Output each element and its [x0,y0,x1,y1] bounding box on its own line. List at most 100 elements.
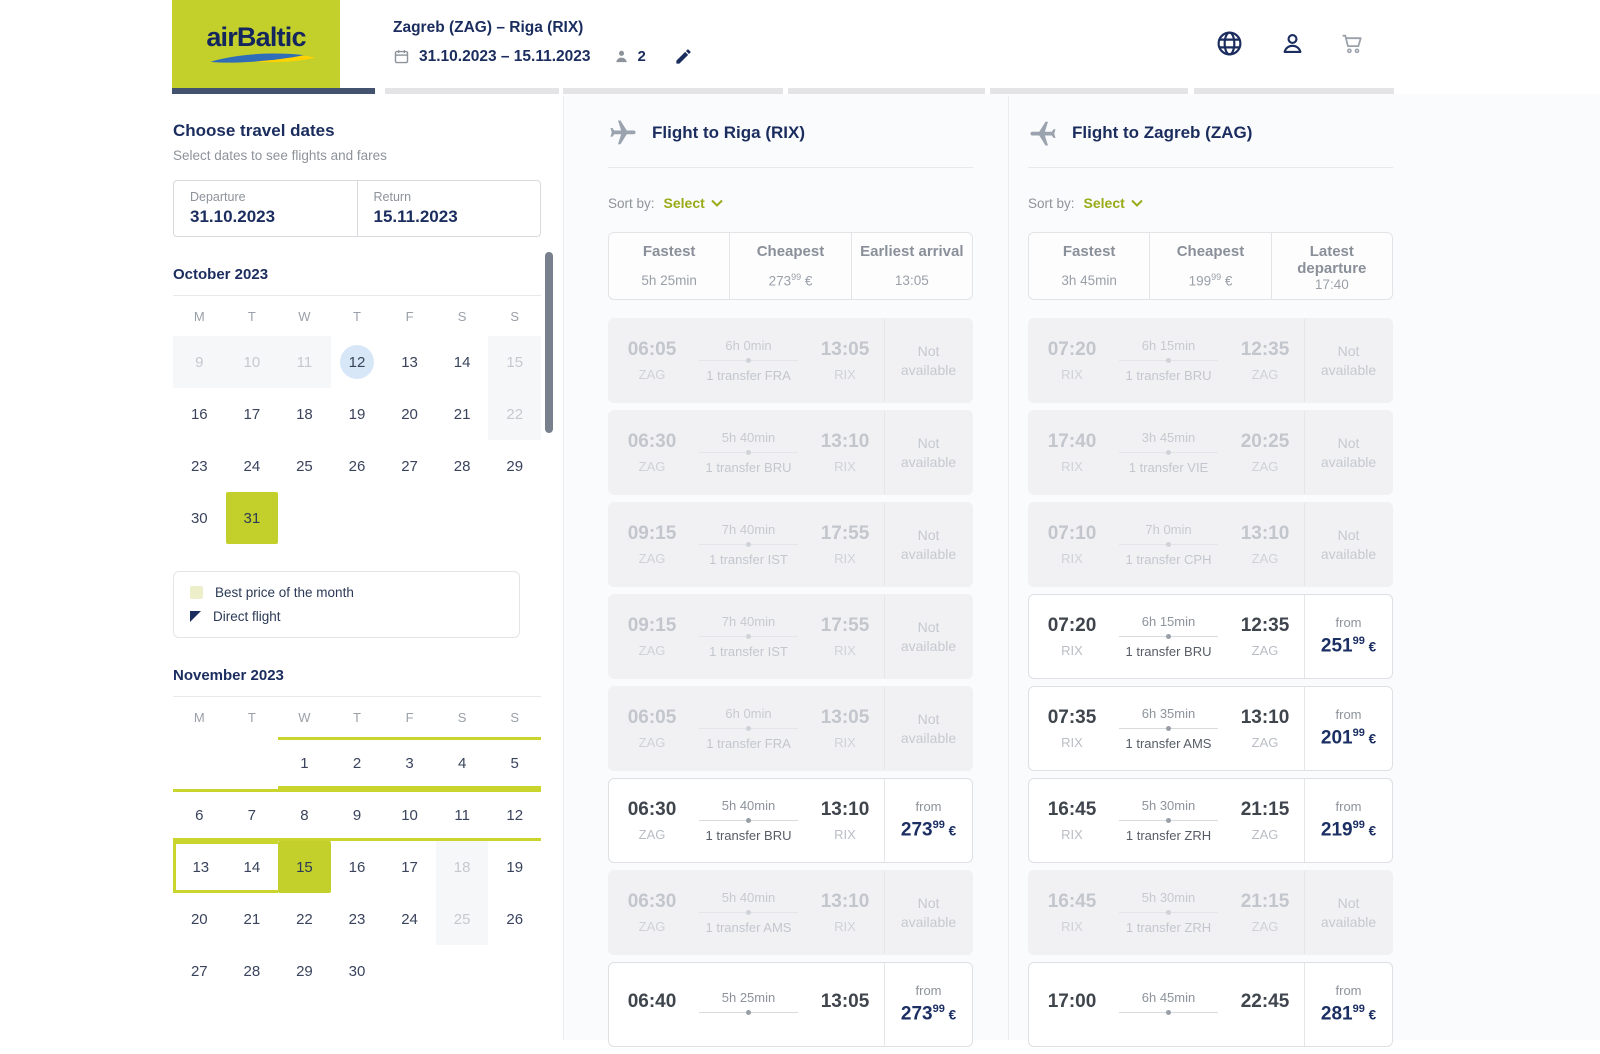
calendar-day[interactable]: 12 [331,336,384,388]
calendar-day[interactable]: 25 [278,440,331,492]
calendar-day[interactable]: 14 [436,336,489,388]
calendar-day[interactable]: 21 [436,388,489,440]
today-marker: 12 [340,345,374,379]
transfer-info: 1 transfer BRU [1109,644,1228,659]
edit-icon[interactable] [674,47,693,66]
sort-by-label: Sort by: [608,196,655,211]
arrival-time: 12:35 [1232,339,1298,361]
calendar-day[interactable]: 13 [173,841,226,893]
departure-time: 06:05 [619,707,685,729]
summary-value: 27399 € [769,272,813,289]
not-available-label: Not available [1314,526,1384,564]
arrival-airport: RIX [812,459,878,474]
globe-icon[interactable] [1215,29,1244,58]
calendar-day[interactable]: 8 [278,789,331,841]
calendar-day[interactable]: 6 [173,789,226,841]
transfer-info: 1 transfer IST [689,644,808,659]
return-sort-select[interactable]: Select [1084,195,1143,211]
calendar-day[interactable]: 28 [436,440,489,492]
transfer-dot [1166,542,1171,547]
cart-icon[interactable] [1340,31,1365,56]
outbound-sort-select[interactable]: Select [664,195,723,211]
calendar-day[interactable]: 24 [383,893,436,945]
calendar-day[interactable]: 26 [331,440,384,492]
calendar-day[interactable]: 26 [488,893,541,945]
calendar-day[interactable]: 14 [226,841,279,893]
not-available-label: Not available [894,894,964,932]
calendar-day[interactable]: 24 [226,440,279,492]
calendar-day[interactable]: 19 [488,841,541,893]
departure-airport: ZAG [619,551,685,566]
calendar-day[interactable]: 18 [278,388,331,440]
calendar-day[interactable]: 17 [383,841,436,893]
plane-depart-icon [608,118,638,148]
arrival-time: 20:25 [1232,431,1298,453]
calendar-day[interactable]: 13 [383,336,436,388]
calendar-day[interactable]: 3 [383,737,436,789]
calendar-day[interactable]: 19 [331,388,384,440]
calendar-day[interactable]: 23 [173,440,226,492]
calendar-day[interactable]: 20 [383,388,436,440]
calendar-day[interactable]: 2 [331,737,384,789]
calendar-day[interactable]: 17 [226,388,279,440]
calendar-day [173,737,226,789]
calendar-day[interactable]: 12 [488,789,541,841]
calendar-day[interactable]: 11 [436,789,489,841]
departure-airport: ZAG [619,459,685,474]
calendar-day[interactable]: 22 [278,893,331,945]
calendar-day[interactable]: 21 [226,893,279,945]
calendar-day[interactable]: 20 [173,893,226,945]
departure-airport: RIX [1039,827,1105,842]
calendar-day[interactable]: 29 [488,440,541,492]
calendar-day[interactable]: 9 [331,789,384,841]
calendar-day[interactable]: 30 [173,492,226,544]
calendar-day[interactable]: 16 [173,388,226,440]
calendar-day[interactable]: 7 [226,789,279,841]
departure-airport: ZAG [619,735,685,750]
calendar-day[interactable]: 10 [383,789,436,841]
calendar-day[interactable]: 27 [383,440,436,492]
return-date-field[interactable]: Return 15.11.2023 [357,181,541,236]
calendar-day[interactable]: 31 [226,492,279,544]
departure-date-field[interactable]: Departure 31.10.2023 [174,181,357,236]
transfer-info: 1 transfer FRA [689,736,808,751]
price-section: Not available [884,871,972,954]
calendar-day[interactable]: 16 [331,841,384,893]
airbaltic-logo[interactable]: airBaltic [172,0,340,88]
calendar-day[interactable]: 28 [226,945,279,997]
calendar-day[interactable]: 5 [488,737,541,789]
calendar-day[interactable]: 15 [278,841,331,893]
calendar-day[interactable]: 29 [278,945,331,997]
transfer-dot [1166,1010,1171,1015]
calendar-day[interactable]: 4 [436,737,489,789]
calendar-day[interactable]: 1 [278,737,331,789]
summary-value: 17:40 [1315,277,1349,292]
calendar-day[interactable]: 27 [173,945,226,997]
departure-time: 16:45 [1039,891,1105,913]
sidebar-scrollbar[interactable] [545,252,553,433]
calendar-day[interactable]: 23 [331,893,384,945]
account-icon[interactable] [1279,30,1306,57]
arrival-airport: ZAG [1232,459,1298,474]
calendar-day[interactable]: 30 [331,945,384,997]
leg-line [1119,355,1218,366]
leg-line [699,907,798,918]
